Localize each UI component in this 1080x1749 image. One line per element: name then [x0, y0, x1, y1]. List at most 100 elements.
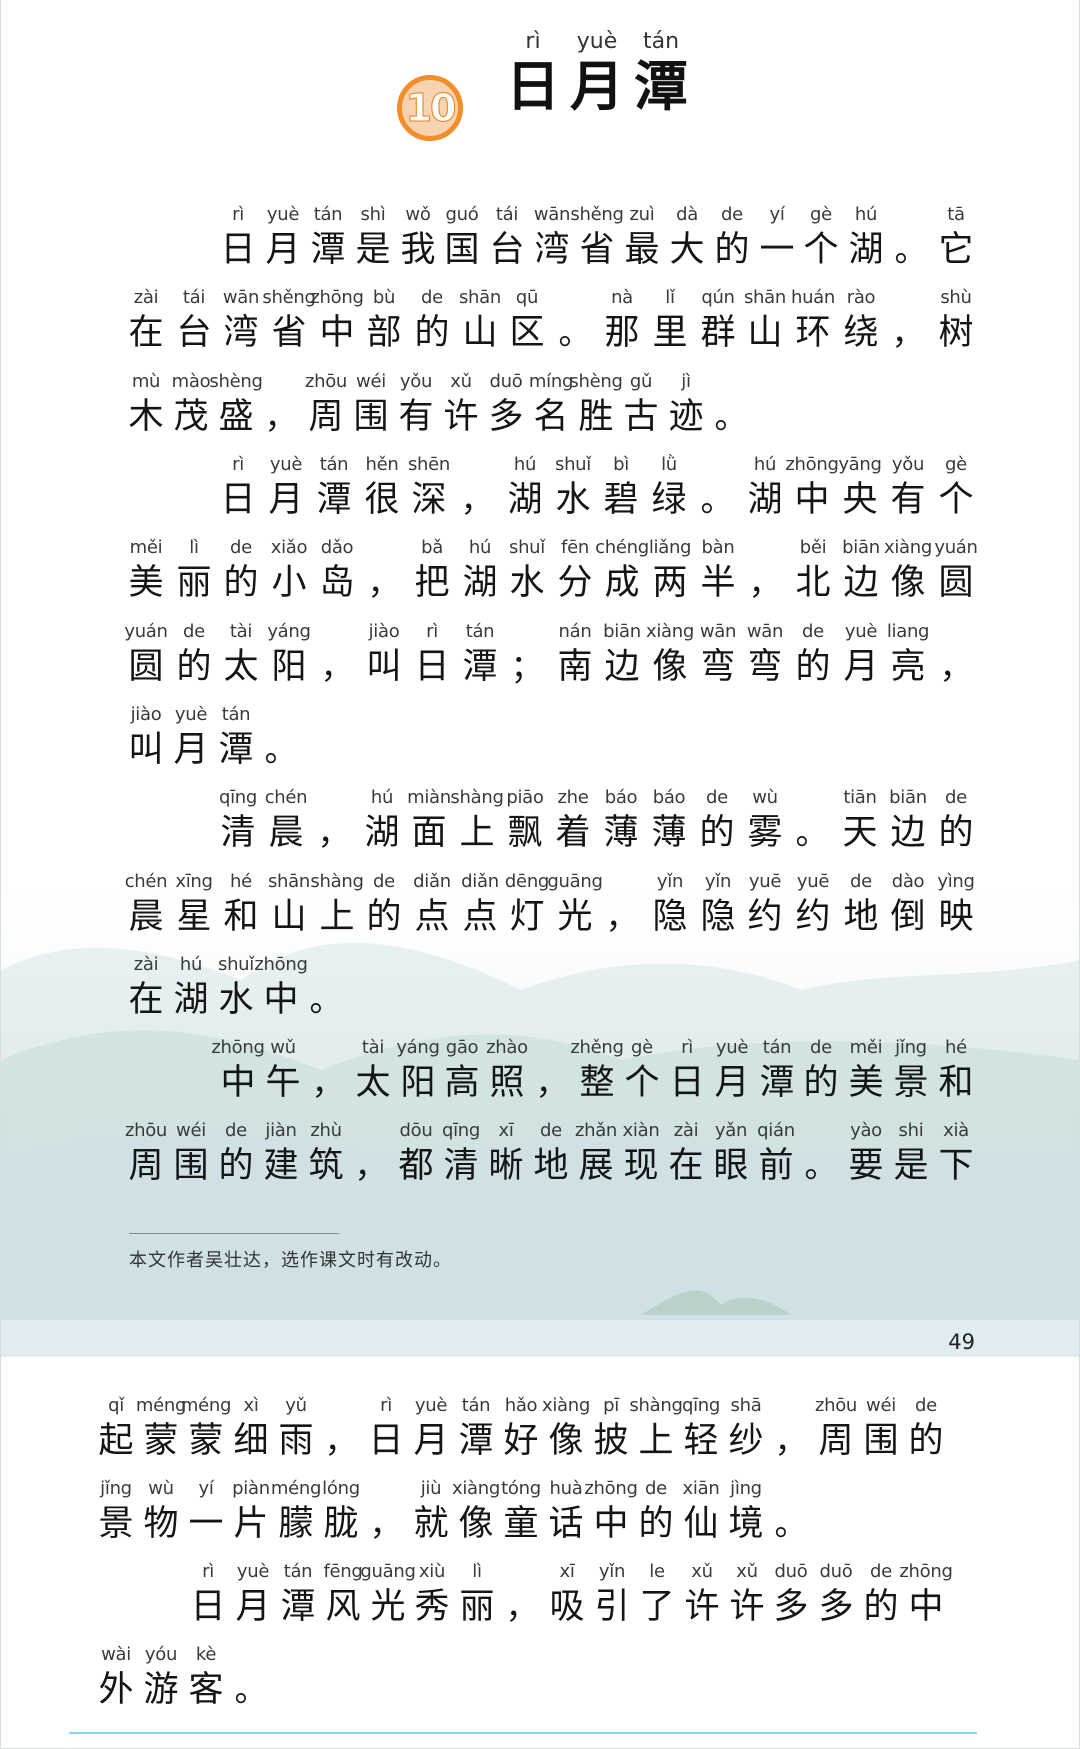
pinyin: jiàn — [265, 1120, 297, 1141]
hanzi: 茂 — [173, 397, 209, 437]
hanzi: ， — [605, 897, 639, 936]
hanzi: 湖 — [747, 480, 783, 520]
pinyin: xiàng — [541, 1395, 591, 1416]
pinyin — [244, 702, 318, 728]
pinyin: yǒu — [399, 371, 433, 392]
pinyin: yuè — [844, 621, 878, 642]
pinyin: qīng — [218, 787, 258, 808]
hanzi: 像 — [652, 647, 688, 687]
hanzi: 午 — [265, 1063, 301, 1103]
pinyin: lǐ — [665, 287, 675, 308]
pinyin: diǎn — [461, 871, 499, 892]
pinyin: le — [649, 1561, 665, 1582]
pinyin: běi — [799, 537, 827, 558]
pinyin: guó — [445, 204, 479, 225]
pinyin: jiù — [420, 1478, 442, 1499]
hanzi: 叫 — [366, 647, 402, 687]
hanzi: 隐 — [700, 897, 736, 937]
pinyin: tán — [465, 621, 495, 642]
hanzi: 中 — [794, 480, 830, 520]
pinyin: zài — [133, 954, 159, 975]
hanzi: 圆 — [128, 647, 164, 687]
pinyin: gè — [810, 204, 832, 225]
hanzi: 。 — [804, 1146, 838, 1185]
page-number: 49 — [948, 1330, 975, 1354]
title-hanzi: 日 — [506, 54, 560, 118]
hanzi: 倒 — [890, 897, 926, 937]
hanzi: 光 — [370, 1587, 406, 1627]
pinyin: shān — [458, 287, 502, 308]
hanzi: 围 — [173, 1146, 209, 1186]
hanzi: 好 — [503, 1421, 539, 1461]
pinyin: tán — [283, 1561, 313, 1582]
hanzi: 隐 — [652, 897, 688, 937]
pinyin: yóu — [144, 1644, 178, 1665]
title-hanzi: 潭 — [634, 54, 688, 118]
pinyin: wù — [752, 787, 778, 808]
pinyin: de — [540, 1120, 562, 1141]
hanzi: 国 — [444, 230, 480, 270]
pinyin: gè — [631, 1037, 653, 1058]
hanzi: 央 — [842, 480, 878, 520]
hanzi: ， — [264, 397, 298, 436]
hanzi: 照 — [489, 1063, 525, 1103]
hanzi: 月 — [714, 1063, 750, 1103]
pinyin: zhōu — [304, 371, 348, 392]
hanzi: 名 — [533, 397, 569, 437]
hanzi: 。 — [234, 1670, 268, 1709]
pinyin: jìng — [730, 1478, 762, 1499]
pinyin: shān — [743, 287, 787, 308]
pinyin: wù — [148, 1478, 174, 1499]
pinyin: fēng — [323, 1561, 363, 1582]
hanzi: 弯 — [700, 647, 736, 687]
pinyin: rì — [202, 1561, 214, 1582]
pinyin: diǎn — [413, 871, 451, 892]
hanzi: 景 — [893, 1063, 929, 1103]
hanzi: 在 — [128, 313, 164, 353]
hanzi: 蒙 — [188, 1421, 224, 1461]
pinyin: mào — [171, 371, 211, 392]
pinyin: yuè — [269, 454, 303, 475]
hanzi: 一 — [759, 230, 795, 270]
hanzi: 中 — [220, 1063, 256, 1103]
hanzi: 木 — [128, 397, 164, 437]
pinyin: shuǐ — [555, 454, 591, 475]
hanzi: 日 — [368, 1421, 404, 1461]
pinyin: jǐng — [100, 1478, 132, 1499]
hanzi: 月 — [235, 1587, 271, 1627]
hanzi: 太 — [223, 647, 259, 687]
hanzi: ， — [317, 813, 351, 852]
hanzi: 里 — [652, 313, 688, 353]
pinyin: lóng — [322, 1478, 360, 1499]
hanzi: 日 — [669, 1063, 705, 1103]
hanzi: ， — [460, 480, 494, 519]
pinyin: nán — [558, 621, 592, 642]
hanzi: 客 — [188, 1670, 224, 1710]
hanzi: 引 — [594, 1587, 630, 1627]
pinyin: biān — [842, 537, 880, 558]
hanzi: 和 — [938, 1063, 974, 1103]
hanzi: 要 — [848, 1146, 884, 1186]
hanzi: 现 — [623, 1146, 659, 1186]
hanzi: 胜 — [578, 397, 614, 437]
hanzi: 弯 — [747, 647, 783, 687]
pinyin: hú — [753, 454, 777, 475]
hanzi: ， — [369, 1504, 403, 1543]
pinyin: fēn — [561, 537, 589, 558]
hanzi: ， — [535, 1063, 569, 1102]
hanzi: 成 — [604, 563, 640, 603]
pinyin: shuǐ — [509, 537, 545, 558]
hanzi: 。 — [714, 397, 748, 436]
hanzi: 日 — [414, 647, 450, 687]
title-hanzi: 月 — [570, 54, 624, 118]
pinyin: yǐn — [656, 871, 684, 892]
hanzi: 两 — [652, 563, 688, 603]
pinyin: wān — [746, 621, 784, 642]
pinyin: de — [421, 287, 443, 308]
hanzi: 周 — [818, 1421, 854, 1461]
pinyin: rào — [846, 287, 876, 308]
hanzi: 中 — [593, 1504, 629, 1544]
pinyin: shā — [730, 1395, 762, 1416]
pinyin: tái — [495, 204, 519, 225]
hanzi: 日 — [220, 480, 256, 520]
